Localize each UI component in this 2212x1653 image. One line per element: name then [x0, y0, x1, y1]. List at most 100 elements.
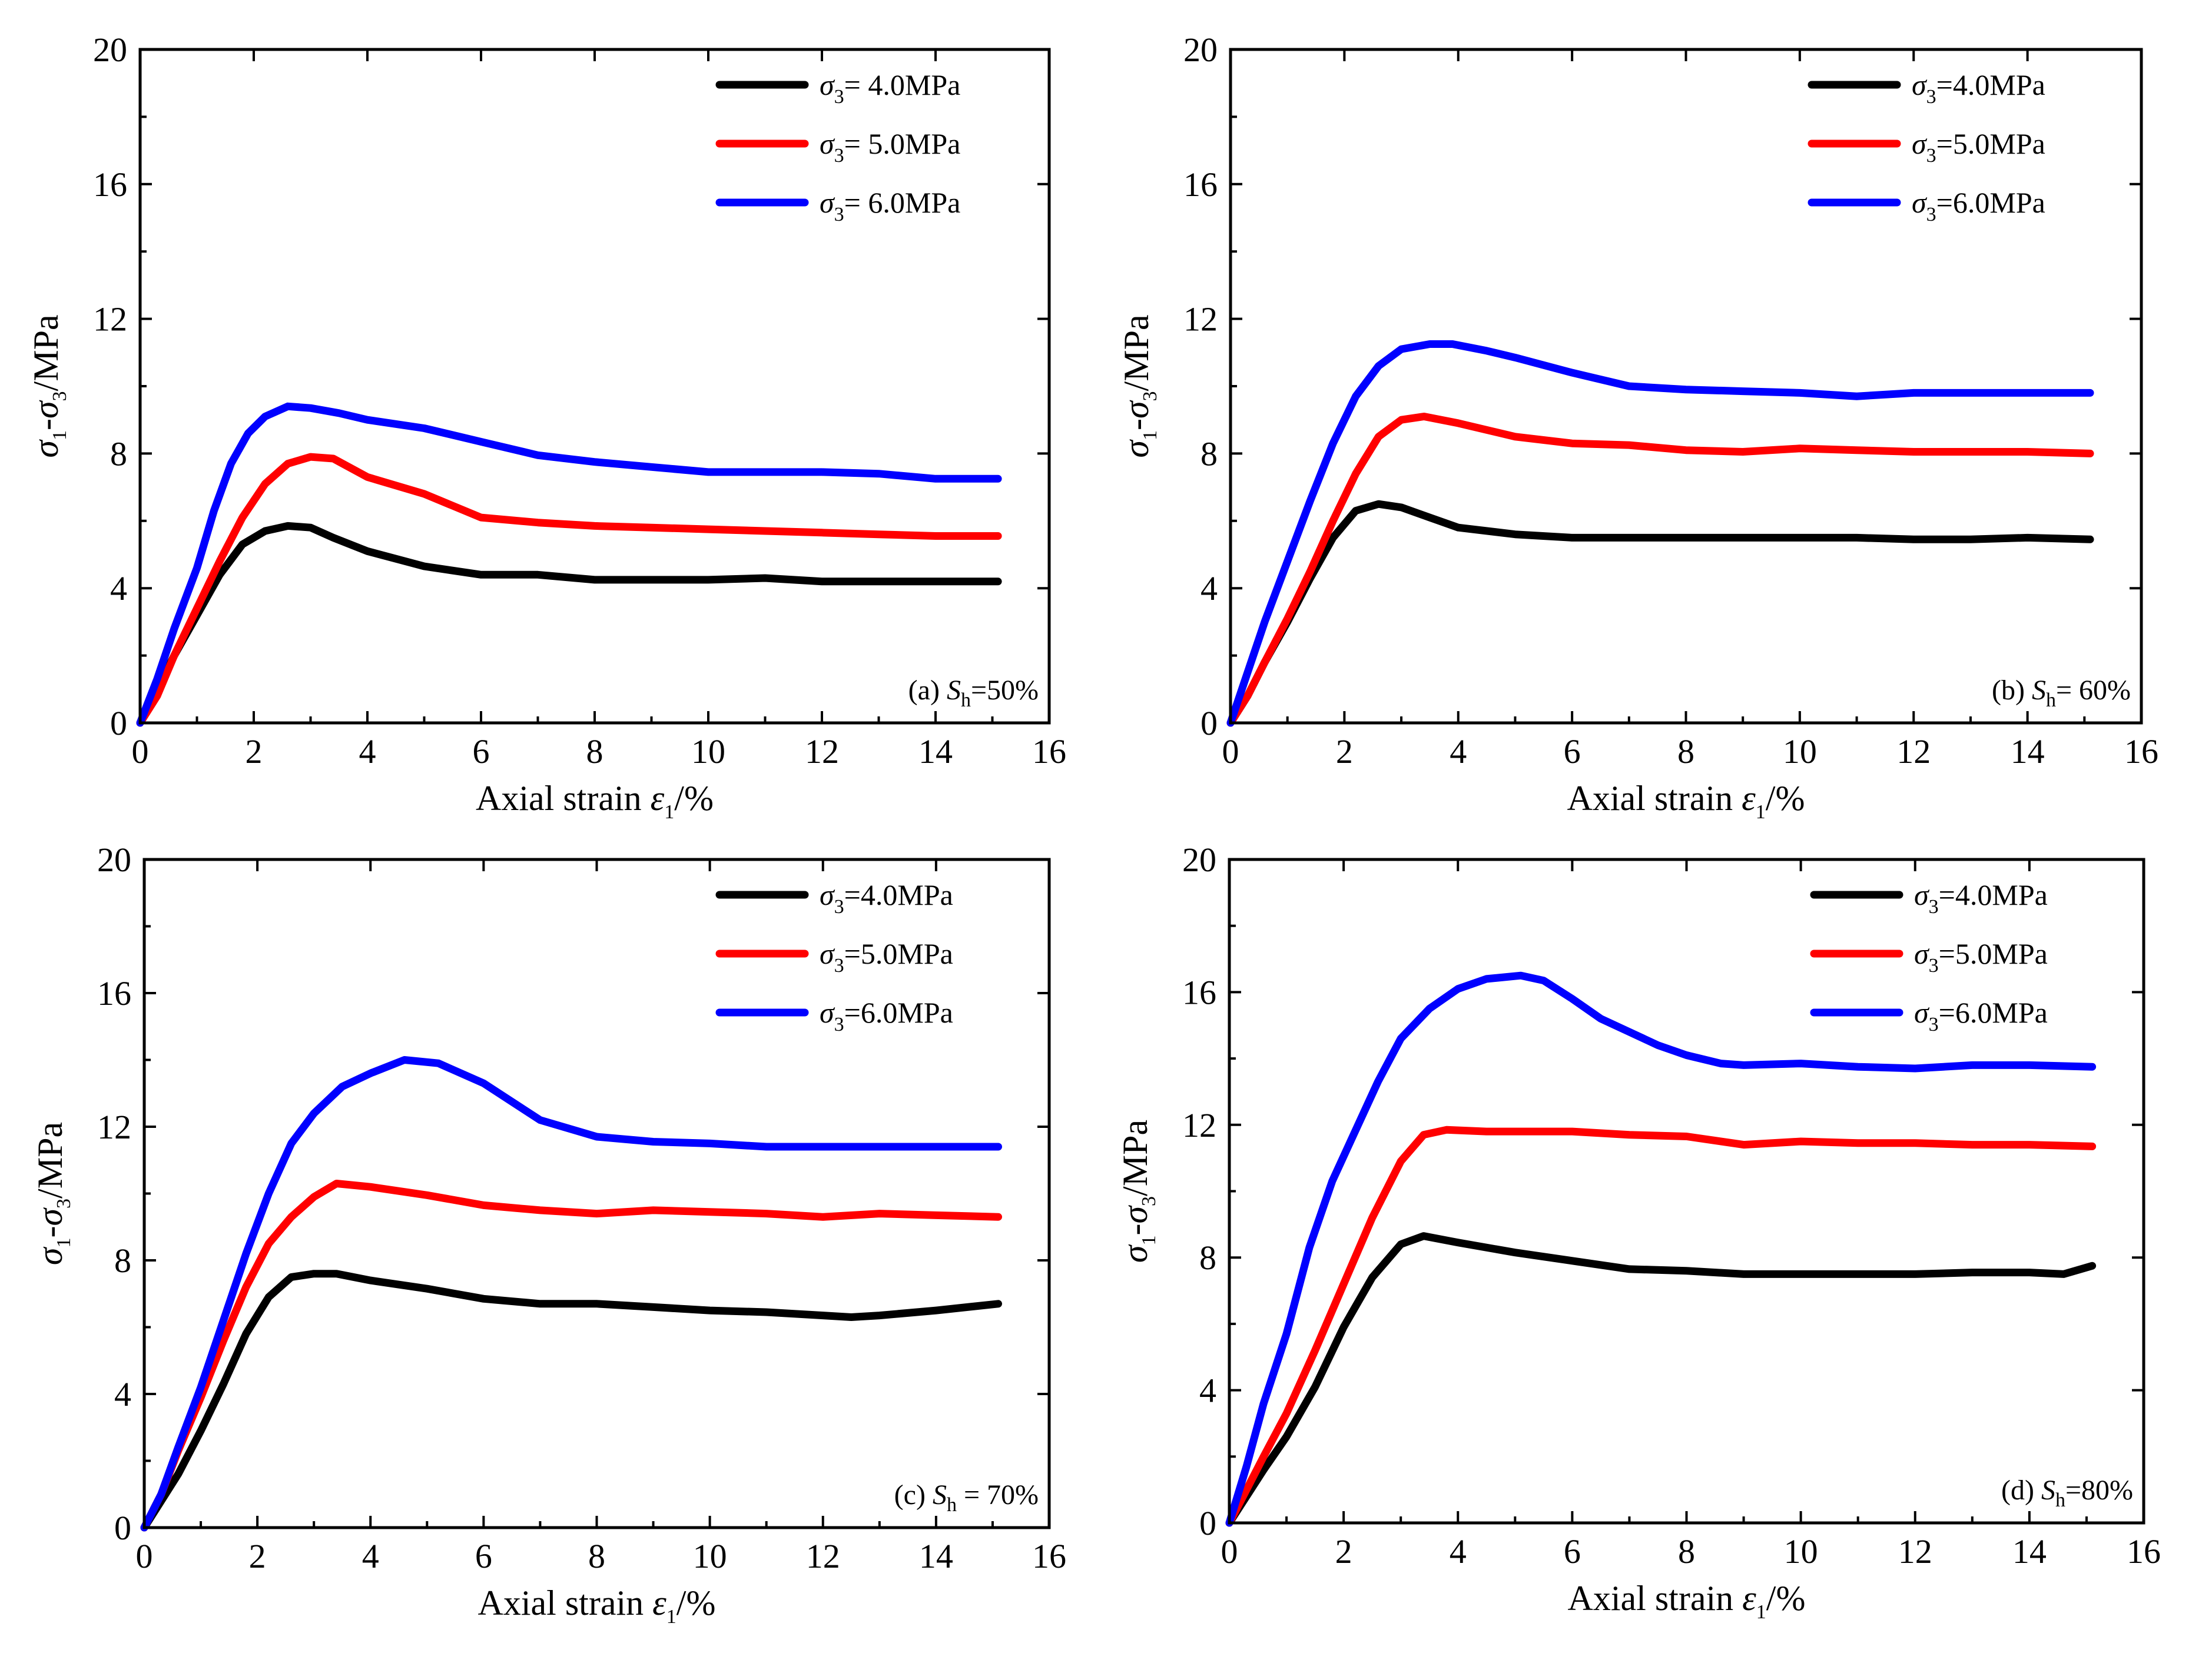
x-tick-label: 12 — [805, 732, 839, 771]
x-tick-label: 4 — [362, 1537, 379, 1575]
legend-label: σ3=6.0MPa — [820, 996, 953, 1035]
x-axis-title: Axial strain ε1/% — [476, 779, 714, 823]
x-tick-label: 14 — [918, 732, 953, 771]
y-tick-label: 12 — [1183, 300, 1218, 338]
legend-label: σ3=5.0MPa — [1914, 937, 2048, 977]
y-tick-label: 4 — [1200, 569, 1218, 608]
x-tick-label: 8 — [588, 1537, 605, 1575]
series-line-1 — [140, 1270, 1002, 1532]
x-axis-title: Axial strain ε1/% — [1567, 779, 1805, 823]
x-axis-title: Axial strain ε1/% — [478, 1584, 716, 1628]
y-tick-label: 16 — [97, 974, 131, 1013]
legend-label: σ3= 5.0MPa — [820, 127, 960, 167]
legend-label: σ3=5.0MPa — [1912, 127, 2045, 167]
legend-label: σ3= 6.0MPa — [820, 186, 960, 225]
y-tick-label: 16 — [93, 165, 127, 204]
x-tick-label: 0 — [1221, 1532, 1238, 1571]
x-tick-label: 6 — [475, 1537, 492, 1575]
legend-label: σ3=6.0MPa — [1912, 186, 2045, 225]
y-tick-label: 12 — [93, 300, 127, 338]
x-tick-label: 6 — [1564, 732, 1581, 771]
x-tick-label: 10 — [1784, 1532, 1818, 1571]
x-tick-label: 8 — [1677, 732, 1694, 771]
series-line-1 — [136, 522, 1002, 727]
y-tick-label: 4 — [114, 1375, 131, 1413]
legend-label: σ3=4.0MPa — [820, 878, 953, 918]
y-tick-label: 4 — [110, 569, 127, 608]
legend-label: σ3= 4.0MPa — [820, 68, 960, 108]
x-tick-label: 6 — [1564, 1532, 1581, 1571]
panel-d: 0 2 4 6 8 10 12 14 16 0 4 8 12 16 20 Axial strain ε1/% σ… — [1116, 841, 2161, 1623]
x-tick-label: 16 — [1032, 1537, 1066, 1575]
y-tick-label: 0 — [1200, 704, 1218, 742]
y-axis-title: σ1-σ3/MPa — [1117, 314, 1161, 457]
x-tick-label: 0 — [136, 1537, 153, 1575]
y-tick-label: 20 — [1183, 31, 1218, 69]
x-tick-label: 16 — [2127, 1532, 2161, 1571]
y-tick-label: 8 — [114, 1242, 131, 1280]
y-tick-label: 20 — [1182, 841, 1216, 879]
y-tick-label: 16 — [1182, 973, 1216, 1011]
y-tick-label: 20 — [97, 841, 131, 879]
y-tick-label: 0 — [1199, 1504, 1216, 1542]
y-tick-label: 20 — [93, 31, 127, 69]
x-tick-label: 12 — [1898, 1532, 1932, 1571]
x-tick-label: 10 — [691, 732, 725, 771]
x-tick-label: 14 — [2012, 1532, 2047, 1571]
x-tick-label: 12 — [1896, 732, 1931, 771]
panel-label: (b) Sh= 60% — [1992, 675, 2131, 711]
x-axis-title: Axial strain ε1/% — [1568, 1579, 1806, 1623]
x-tick-label: 12 — [806, 1537, 840, 1575]
x-tick-label: 2 — [249, 1537, 266, 1575]
y-tick-label: 0 — [114, 1509, 131, 1547]
x-tick-label: 4 — [1450, 732, 1467, 771]
series-line-3 — [1225, 971, 2097, 1527]
y-tick-label: 12 — [1182, 1106, 1216, 1144]
y-tick-label: 0 — [110, 704, 127, 742]
series-line-1 — [1225, 1232, 2097, 1527]
y-tick-label: 16 — [1183, 165, 1218, 204]
x-tick-label: 16 — [1032, 732, 1066, 771]
x-tick-label: 14 — [2011, 732, 2045, 771]
panel-a: 0 2 4 6 8 10 12 14 16 0 4 8 12 16 20 Axial strain ε1/% σ… — [26, 31, 1066, 823]
series-line-2 — [1225, 1126, 2097, 1527]
x-tick-label: 2 — [1335, 1532, 1352, 1571]
series-line-2 — [140, 1180, 1002, 1532]
y-axis-title: σ1-σ3/MPa — [1116, 1120, 1160, 1263]
x-tick-label: 14 — [919, 1537, 953, 1575]
legend-label: σ3=6.0MPa — [1914, 996, 2048, 1035]
legend-label: σ3=4.0MPa — [1914, 878, 2048, 918]
x-tick-label: 10 — [693, 1537, 727, 1575]
series-line-2 — [1226, 413, 2094, 727]
series-line-1 — [1226, 500, 2094, 727]
panel-c: 0 2 4 6 8 10 12 14 16 0 4 8 12 16 20 Axial strain ε1/% σ… — [31, 841, 1066, 1628]
panel-label: (c) Sh = 70% — [894, 1479, 1039, 1516]
legend-label: σ3=5.0MPa — [820, 937, 953, 977]
x-tick-label: 0 — [1222, 732, 1239, 771]
x-tick-label: 8 — [1678, 1532, 1695, 1571]
panel-b: 0 2 4 6 8 10 12 14 16 0 4 8 12 16 20 Axial strain ε1/% σ… — [1117, 31, 2158, 823]
y-axis-title: σ1-σ3/MPa — [31, 1122, 75, 1265]
series-line-3 — [140, 1056, 1002, 1532]
y-tick-label: 12 — [97, 1108, 131, 1146]
x-tick-label: 6 — [473, 732, 490, 771]
series-line-2 — [136, 453, 1002, 727]
y-tick-label: 4 — [1199, 1372, 1216, 1410]
legend-label: σ3=4.0MPa — [1912, 68, 2045, 108]
y-tick-label: 8 — [110, 434, 127, 473]
y-tick-label: 8 — [1199, 1239, 1216, 1277]
x-tick-label: 2 — [1336, 732, 1353, 771]
x-tick-label: 10 — [1783, 732, 1817, 771]
x-tick-label: 2 — [246, 732, 263, 771]
series-line-3 — [136, 402, 1002, 727]
x-tick-label: 8 — [586, 732, 603, 771]
x-tick-label: 4 — [359, 732, 376, 771]
x-tick-label: 16 — [2124, 732, 2158, 771]
x-tick-label: 4 — [1450, 1532, 1467, 1571]
panel-label: (d) Sh=80% — [2001, 1475, 2133, 1511]
series-line-3 — [1226, 340, 2094, 727]
panel-label: (a) Sh=50% — [908, 675, 1039, 711]
x-tick-label: 0 — [132, 732, 149, 771]
y-axis-title: σ1-σ3/MPa — [26, 314, 71, 457]
